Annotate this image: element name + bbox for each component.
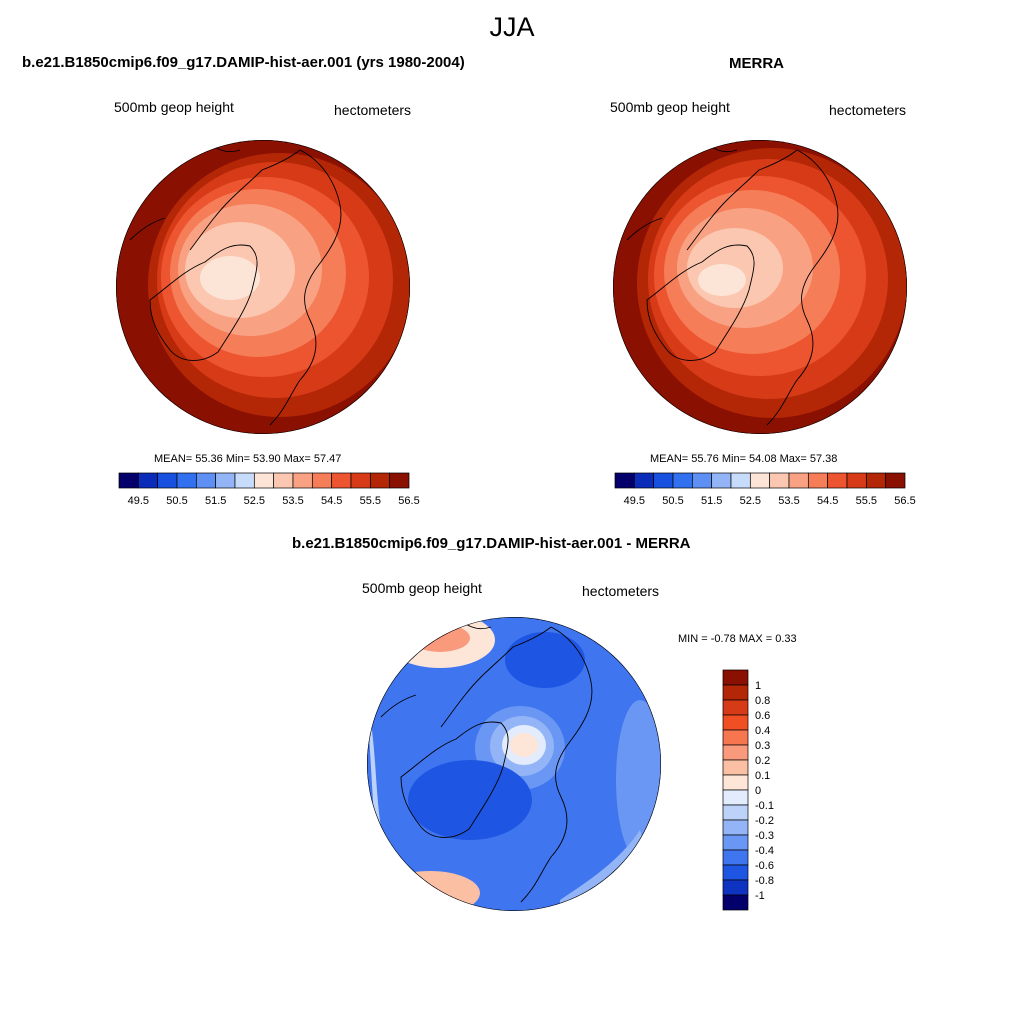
panel-1-colorbar-box [195,472,217,489]
panel-3-right-label: hectometers [582,583,660,599]
panel-2-colorbar-box [885,472,906,489]
panel-3-colorbar-label: -1 [755,890,765,902]
panel-3-colorbar-label: -0.6 [755,860,774,872]
panel-1-map [116,140,410,434]
panel-1-colorbar-box [176,472,197,489]
panel-3-colorbar-label: 0 [755,785,761,797]
panel-1-colorbar-label: 49.5 [128,495,149,507]
panel-3-title: b.e21.B1850cmip6.f09_g17.DAMIP-hist-aer.… [292,535,691,552]
panel-3-colorbar-box [722,804,749,821]
panel-2-colorbar-box [846,472,867,489]
panel-3-colorbar-label: 0.1 [755,770,770,782]
panel-1-colorbar-box [369,472,391,489]
panel-2-colorbar-box [788,472,809,489]
panel-2-colorbar-box [749,472,771,489]
panel-2-stats: MEAN= 55.76 Min= 54.08 Max= 57.38 [650,453,838,465]
panel-3-colorbar-label: 0.2 [755,755,770,767]
panel-2-colorbar-box [633,472,655,489]
panel-3-colorbar-box [722,789,749,806]
panel-1-colorbar-label: 50.5 [166,495,187,507]
panel-2-colorbar-box [653,472,674,489]
panel-2-title: MERRA [729,55,784,72]
panel-1-right-label: hectometers [334,102,412,118]
panel-3-colorbar-label: 0.4 [755,725,770,737]
panel-3-left-label: 500mb geop height [362,580,482,596]
panel-3-map [367,617,661,911]
panel-3-colorbar-label: 0.3 [755,740,770,752]
panel-1-colorbar-label: 53.5 [282,495,303,507]
panel-1-colorbar-label: 54.5 [321,495,342,507]
panel-3-colorbar-label: -0.4 [755,845,774,857]
panel-2-colorbar-box [730,472,751,489]
panel-3-colorbar-box [722,759,749,776]
panel-3-colorbar-label: 0.8 [755,695,770,707]
panel-2-colorbar-box [807,472,829,489]
panel-3-colorbar-box [722,729,749,746]
panel-2-colorbar-box [614,472,635,489]
panel-2-colorbar-box [827,472,848,489]
panel-1-stats: MEAN= 55.36 Min= 53.90 Max= 57.47 [154,453,342,465]
panel-1-colorbar-label: 55.5 [360,495,381,507]
panel-2-colorbar-label: 52.5 [740,495,761,507]
panel-3-colorbar-label: -0.1 [755,800,774,812]
panel-3-colorbar-box [722,699,749,716]
panel-1-colorbar-box [273,472,294,489]
panel-1-colorbar-box [292,472,313,489]
panel-1-colorbar-box [389,472,410,489]
panel-1-colorbar-box [215,472,236,489]
panel-3-colorbar-box [722,879,749,896]
panel-2-colorbar-label: 55.5 [856,495,877,507]
panel-3-colorbar-box [722,714,749,731]
panel-1-colorbar-box [234,472,255,489]
panel-3-colorbar-box [722,894,749,911]
panel-3-stats: MIN = -0.78 MAX = 0.33 [678,633,797,645]
panel-3-colorbar-box [722,819,749,836]
panel-2-colorbar-label: 54.5 [817,495,838,507]
figure-title: JJA [489,12,535,42]
panel-2-left-label: 500mb geop height [610,99,730,115]
panel-2-colorbar-label: 50.5 [662,495,683,507]
panel-3-colorbar-box [722,864,749,881]
panel-2-right-label: hectometers [829,102,907,118]
panel-1-title: b.e21.B1850cmip6.f09_g17.DAMIP-hist-aer.… [22,54,465,71]
panel-3-colorbar-box [722,744,749,761]
panel-3-colorbar-label: -0.2 [755,815,774,827]
panel-2-map [613,140,907,434]
panel-1-colorbar-label: 56.5 [398,495,419,507]
panel-1-colorbar-box [157,472,178,489]
panel-1-colorbar-box [137,472,159,489]
panel-3-colorbar-box [722,669,749,686]
panel-2-colorbar-label: 53.5 [778,495,799,507]
panel-2-colorbar-label: 56.5 [894,495,915,507]
panel-2-colorbar-label: 49.5 [624,495,645,507]
panel-1-colorbar-label: 51.5 [205,495,226,507]
panel-3-colorbar-label: 1 [755,680,761,692]
panel-3-colorbar-label: -0.8 [755,875,774,887]
panel-2-colorbar-box [672,472,693,489]
panel-3-colorbar-box [722,849,749,866]
panel-2-colorbar-box [865,472,887,489]
panel-1-colorbar-box [311,472,333,489]
panel-1-colorbar-box [253,472,275,489]
panel-3-colorbar-label: 0.6 [755,710,770,722]
panel-3-colorbar-box [722,774,749,791]
panel-2-colorbar-box [711,472,732,489]
panel-1-left-label: 500mb geop height [114,99,234,115]
panel-1-coastlines [129,140,342,426]
panel-1-colorbar-label: 52.5 [244,495,265,507]
panel-3-colorbar-box [722,834,749,851]
panel-1-colorbar-box [350,472,371,489]
panel-2-colorbar-label: 51.5 [701,495,722,507]
panel-3-colorbar-box [722,684,749,701]
panel-2-coastlines [626,140,839,426]
panel-2-colorbar-box [769,472,790,489]
panel-2-colorbar-box [691,472,713,489]
panel-3-colorbar-label: -0.3 [755,830,774,842]
panel-1-colorbar-box [118,472,139,489]
panel-1-colorbar-box [331,472,352,489]
